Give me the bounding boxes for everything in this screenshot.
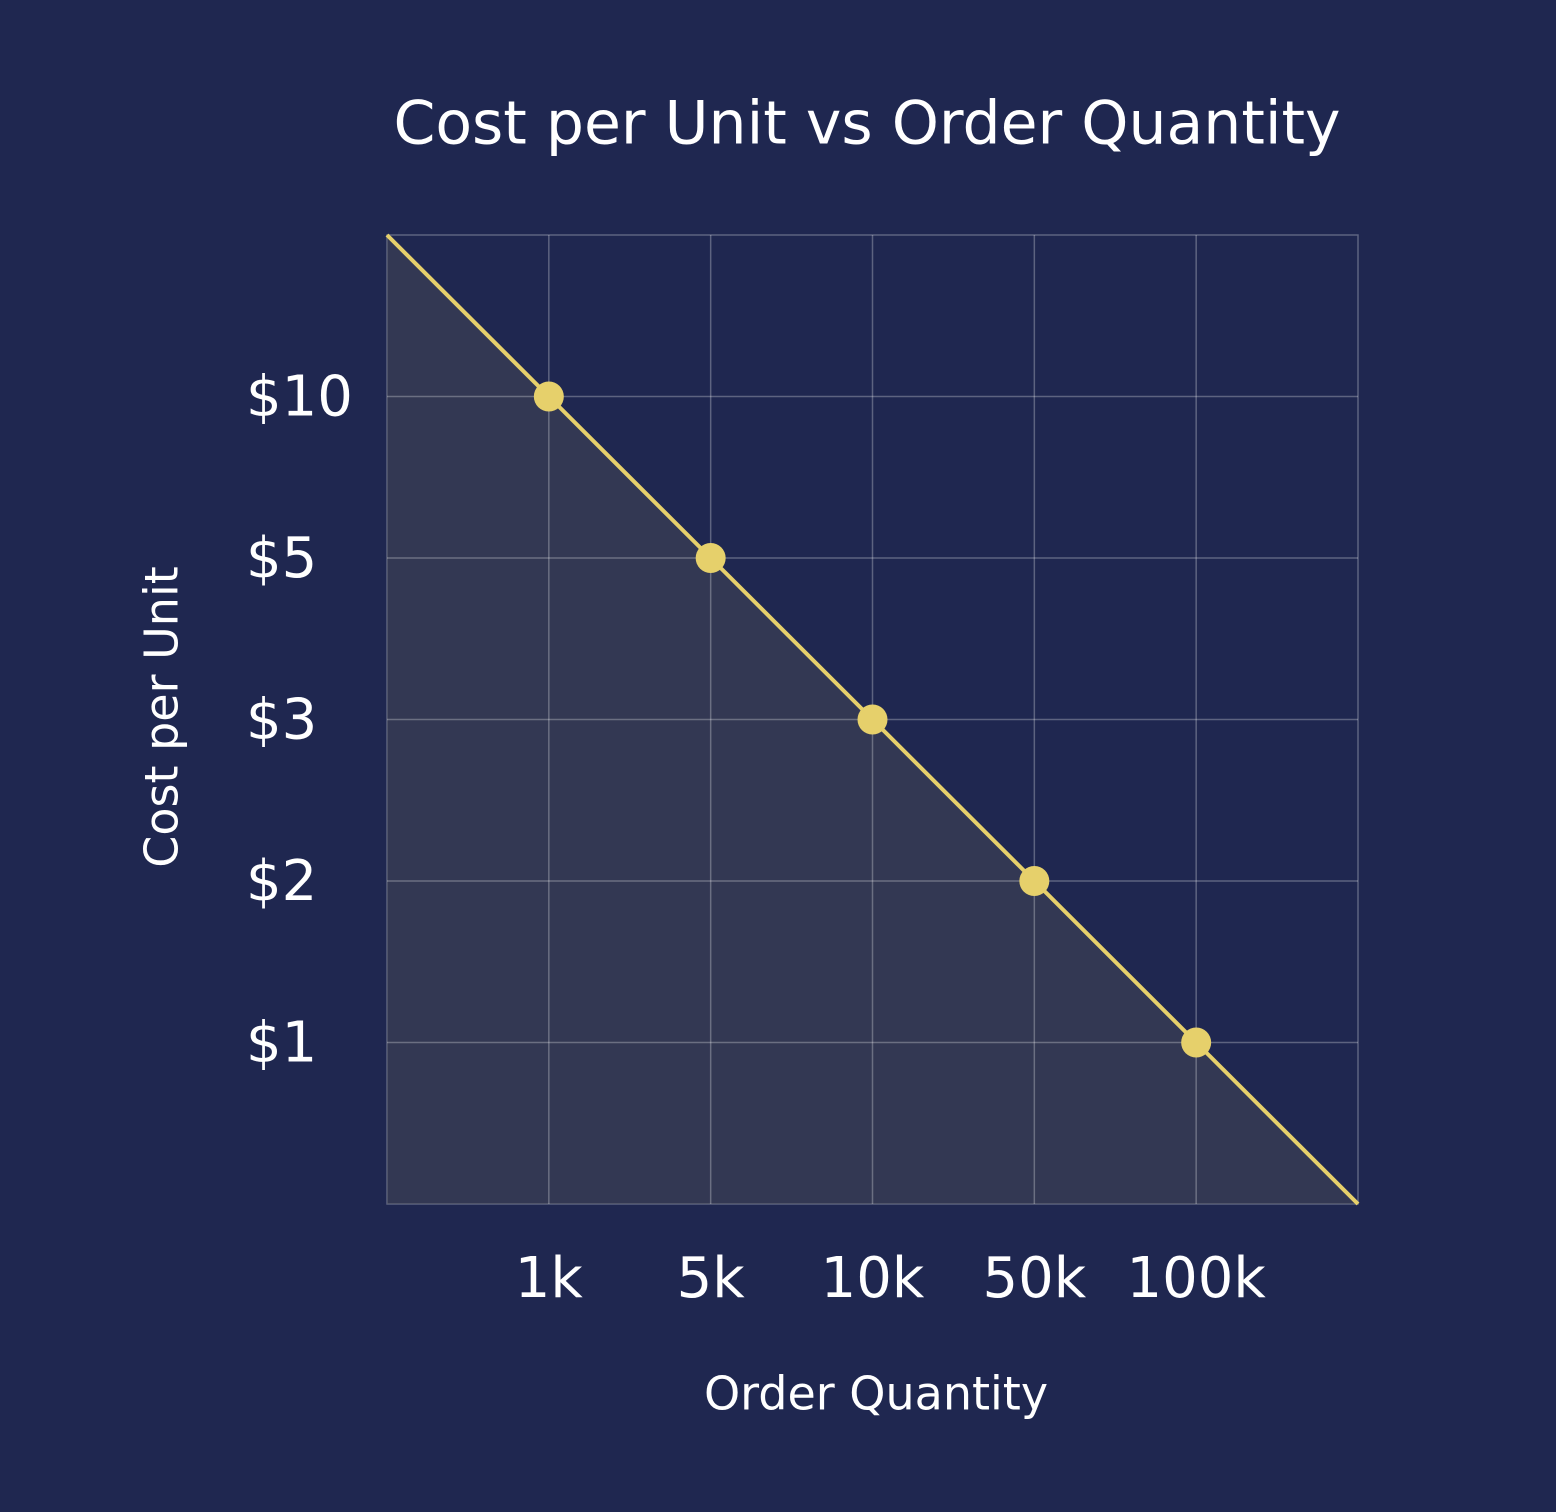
chart-title: Cost per Unit vs Order Quantity [393,89,1340,159]
plot-frame [386,234,1359,1205]
point [1181,1027,1212,1058]
y-tick-label: $10 [246,365,353,430]
trend-extension [1194,1041,1360,1206]
point [533,381,564,412]
point [1019,866,1050,896]
x-tick-label: 100k [1127,1246,1267,1311]
point [695,543,726,573]
point [857,704,888,735]
x-tick-label: 10k [821,1246,925,1311]
y-axis-label: Cost per Unit [135,566,189,868]
x-tick-label: 5k [677,1246,746,1311]
x-tick-label: 50k [982,1246,1086,1311]
y-tick-label: $3 [246,688,317,753]
x-tick-label: 1k [515,1246,584,1311]
y-tick-label: $2 [246,849,317,914]
trend-extension [385,233,551,398]
x-axis-label: Order Quantity [704,1367,1048,1421]
y-tick-label: $5 [246,526,317,591]
y-tick-label: $1 [246,1011,317,1076]
